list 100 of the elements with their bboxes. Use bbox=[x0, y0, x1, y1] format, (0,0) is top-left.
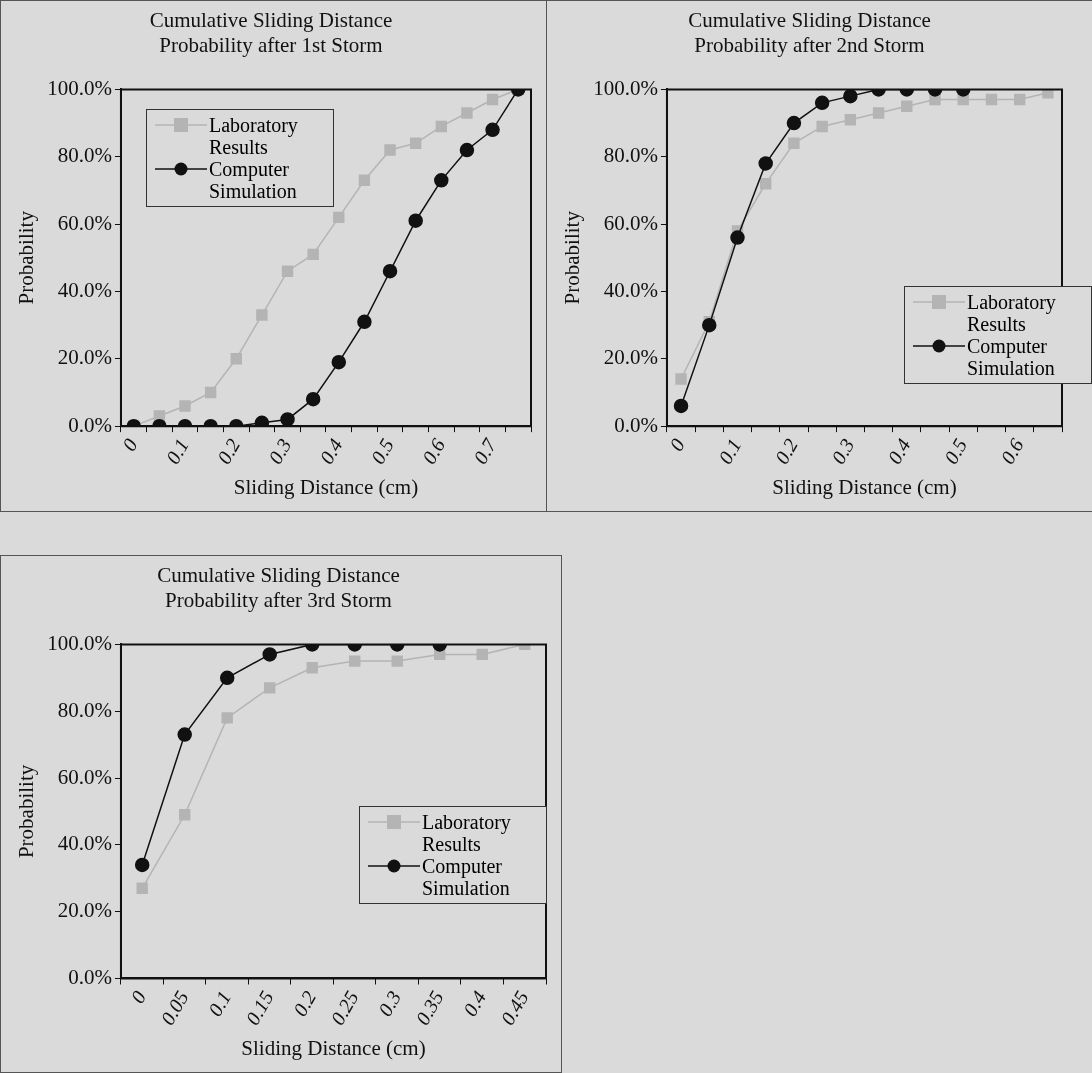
point bbox=[204, 386, 217, 399]
point bbox=[134, 857, 150, 873]
point bbox=[461, 107, 473, 119]
point bbox=[816, 120, 828, 133]
y-tick-label: 60.0% bbox=[603, 210, 658, 235]
point bbox=[758, 156, 773, 171]
point bbox=[675, 373, 687, 385]
y-tick-label: 20.0% bbox=[57, 898, 112, 923]
point bbox=[391, 655, 403, 667]
point bbox=[264, 682, 276, 694]
legend-label: Computer Simulation bbox=[967, 335, 1056, 379]
x-tick-label: 0.1 bbox=[161, 434, 194, 468]
point bbox=[136, 882, 148, 894]
x-tick-label: 0.5 bbox=[366, 434, 399, 468]
x-tick-label: 0.1 bbox=[713, 434, 746, 468]
y-tick-label: 80.0% bbox=[603, 143, 658, 168]
y-axis-title: Probability bbox=[14, 764, 39, 859]
y-tick-label: 60.0% bbox=[57, 764, 112, 789]
x-tick-label: 0 bbox=[117, 434, 142, 455]
x-tick-label: 0.3 bbox=[826, 434, 859, 468]
point bbox=[254, 415, 270, 427]
point bbox=[262, 647, 277, 662]
legend-label: Laboratory Results bbox=[967, 291, 1057, 335]
point bbox=[843, 89, 858, 104]
point bbox=[872, 107, 885, 119]
y-tick-label: 80.0% bbox=[57, 143, 112, 168]
legend-label: Computer Simulation bbox=[422, 855, 511, 899]
point bbox=[307, 248, 319, 261]
point bbox=[1042, 89, 1054, 99]
point bbox=[349, 655, 361, 667]
x-tick-label: 0.5 bbox=[939, 434, 972, 468]
x-tick-label: 0.2 bbox=[288, 987, 321, 1020]
x-tick-label: 0 bbox=[126, 987, 151, 1007]
y-tick-label: 80.0% bbox=[57, 697, 112, 722]
point bbox=[901, 100, 913, 112]
x-tick-label: 0.4 bbox=[458, 987, 491, 1020]
point bbox=[280, 412, 295, 427]
legend-label: Laboratory Results bbox=[422, 811, 512, 855]
point bbox=[382, 264, 398, 279]
x-tick-label: 0.3 bbox=[373, 987, 406, 1020]
point bbox=[486, 93, 499, 106]
y-tick-label: 20.0% bbox=[603, 345, 658, 370]
point bbox=[219, 670, 235, 686]
y-tick-label: 40.0% bbox=[57, 277, 112, 302]
point bbox=[221, 712, 233, 724]
point bbox=[788, 137, 800, 149]
x-tick-label: 0 bbox=[665, 434, 690, 455]
point bbox=[434, 173, 449, 188]
point bbox=[814, 95, 830, 111]
x-tick-label: 0.3 bbox=[263, 434, 296, 468]
point bbox=[305, 391, 321, 407]
chart-title: Cumulative Sliding Distance Probability after 3rd Storm bbox=[157, 563, 400, 613]
point bbox=[256, 309, 268, 321]
point bbox=[179, 809, 191, 821]
x-tick-label: 0.6 bbox=[996, 434, 1028, 468]
point bbox=[408, 213, 423, 228]
y-tick-label: 20.0% bbox=[57, 345, 112, 370]
point bbox=[476, 648, 488, 661]
point bbox=[281, 265, 294, 277]
y-tick-label: 40.0% bbox=[603, 277, 658, 302]
y-tick-label: 100.0% bbox=[47, 630, 112, 655]
y-tick-label: 40.0% bbox=[57, 831, 112, 856]
y-tick-label: 0.0% bbox=[614, 412, 658, 437]
point bbox=[230, 353, 242, 365]
point bbox=[730, 230, 745, 245]
x-tick-label: 0.7 bbox=[469, 433, 502, 468]
x-axis-title: Sliding Distance (cm) bbox=[233, 474, 419, 499]
point bbox=[985, 93, 998, 106]
x-tick-label: 0.1 bbox=[203, 987, 236, 1020]
point bbox=[760, 177, 772, 190]
point bbox=[702, 317, 717, 333]
x-axis-title: Sliding Distance (cm) bbox=[772, 474, 957, 499]
legend-label: Laboratory Results bbox=[209, 114, 299, 158]
x-tick-label: 0.4 bbox=[315, 434, 347, 468]
point bbox=[435, 120, 447, 133]
y-tick-label: 100.0% bbox=[47, 75, 112, 100]
y-axis-title: Probability bbox=[560, 210, 585, 305]
point bbox=[333, 211, 345, 224]
y-tick-label: 0.0% bbox=[68, 965, 112, 989]
chart-title: Cumulative Sliding Distance Probability after 2nd Storm bbox=[688, 8, 931, 58]
point bbox=[459, 142, 475, 158]
chart-title: Cumulative Sliding Distance Probability after 1st Storm bbox=[149, 8, 393, 58]
y-axis-title: Probability bbox=[14, 210, 39, 305]
point bbox=[384, 144, 396, 156]
point bbox=[409, 137, 422, 149]
point bbox=[844, 114, 857, 126]
x-tick-label: 0.4 bbox=[883, 434, 915, 468]
y-tick-label: 100.0% bbox=[593, 75, 658, 100]
legend-label: Computer Simulation bbox=[209, 158, 298, 202]
y-tick-label: 0.0% bbox=[68, 412, 112, 437]
point bbox=[357, 314, 372, 330]
x-tick-label: 0.2 bbox=[212, 434, 245, 468]
point bbox=[331, 354, 347, 370]
point bbox=[179, 400, 191, 412]
point bbox=[673, 398, 689, 414]
point bbox=[358, 174, 371, 187]
x-tick-label: 0.2 bbox=[770, 434, 802, 468]
point bbox=[786, 115, 802, 131]
point bbox=[177, 727, 192, 742]
point bbox=[1013, 93, 1026, 106]
